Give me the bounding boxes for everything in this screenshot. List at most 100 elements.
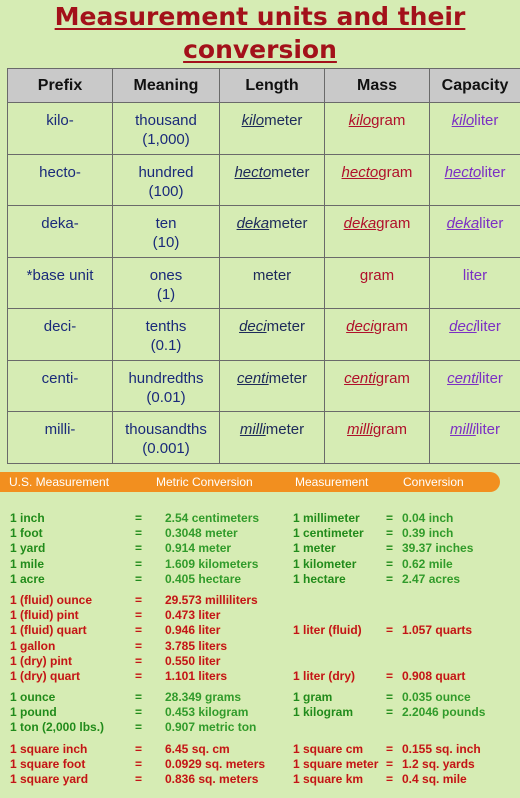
- table-row: deci-tenths (0.1) decimeter decigram decilit…: [7, 308, 520, 361]
- us-unit: 1 ounce: [10, 690, 56, 704]
- header-capacity: Capacity: [429, 68, 520, 103]
- cell-mass: dekagram: [324, 205, 430, 258]
- cell-prefix: *base unit: [7, 256, 113, 310]
- cell-meaning: hundredths (0.01): [112, 359, 220, 413]
- unit-base: gram: [373, 318, 408, 336]
- header-measurement: Measurement: [295, 475, 369, 489]
- header-meaning: Meaning: [112, 68, 220, 103]
- us-unit: 1 (fluid) pint: [10, 608, 79, 623]
- us-unit: 1 mile: [10, 556, 45, 571]
- equals-sign: =: [386, 511, 394, 525]
- equals-sign: =: [386, 623, 394, 638]
- equals-sign: =: [386, 742, 394, 756]
- us-value: 2.47 acres: [402, 571, 461, 586]
- unit-prefix: kilo: [451, 112, 475, 129]
- equals-sign: =: [135, 653, 143, 668]
- cell-capacity: milliliter: [429, 411, 520, 464]
- cell-prefix: milli-: [7, 411, 113, 464]
- meaning-number: (0.1): [150, 337, 182, 355]
- prefix-text: deci-: [43, 318, 77, 336]
- equals-sign: =: [135, 705, 143, 720]
- conversion-row: 1 (fluid) pint = 0.473 liter: [0, 608, 520, 623]
- header-conversion: Conversion: [403, 475, 464, 489]
- metric-value: 0.836 sq. meters: [165, 772, 259, 787]
- equals-sign: =: [135, 757, 143, 772]
- cell-mass: hectogram: [324, 153, 430, 207]
- us-unit: 1 inch: [10, 511, 45, 525]
- prefix-text: milli-: [44, 421, 76, 439]
- metric-value: 0.3048 meter: [165, 526, 238, 541]
- metric-unit: 1 hectare: [293, 571, 346, 586]
- us-unit: 1 square inch: [10, 742, 88, 756]
- unit-base: liter: [474, 112, 499, 129]
- cell-length: hectometer: [219, 153, 325, 207]
- unit-base: liter: [478, 369, 503, 387]
- equals-sign: =: [135, 541, 143, 556]
- header-mass: Mass: [324, 68, 430, 103]
- metric-value: 29.573 milliliters: [165, 593, 258, 607]
- us-value: 39.37 inches: [402, 541, 474, 556]
- unit-base: liter: [481, 163, 506, 181]
- unit-prefix: hecto: [234, 163, 272, 181]
- metric-unit: 1 square cm: [293, 742, 364, 756]
- unit-base: gram: [376, 215, 411, 233]
- us-unit: 1 acre: [10, 571, 45, 586]
- unit-prefix: deci: [239, 318, 267, 336]
- us-unit: 1 pound: [10, 705, 57, 720]
- metric-value: 0.914 meter: [165, 541, 232, 556]
- table-row: deka-ten (10) dekameter dekagram dekaliter: [7, 205, 520, 258]
- us-unit: 1 ton (2,000 lbs.): [10, 720, 105, 735]
- unit-prefix: deka: [446, 215, 480, 233]
- us-unit: 1 square yard: [10, 772, 89, 787]
- prefix-text: deka-: [41, 215, 79, 233]
- metric-value: 6.45 sq. cm: [165, 742, 230, 756]
- us-value: 1.057 quarts: [402, 623, 473, 638]
- cell-mass: kilogram: [324, 102, 430, 155]
- cell-meaning: tenths (0.1): [112, 308, 220, 361]
- us-unit: 1 (dry) pint: [10, 653, 72, 668]
- unit-prefix: centi: [447, 369, 479, 387]
- equals-sign: =: [386, 541, 394, 556]
- us-value: 0.908 quart: [402, 669, 466, 683]
- equals-sign: =: [386, 705, 394, 720]
- meaning-number: (0.01): [146, 388, 186, 406]
- equals-sign: =: [135, 608, 143, 623]
- unit-base: liter: [475, 421, 500, 439]
- cell-prefix: centi-: [7, 359, 113, 413]
- equals-sign: =: [386, 772, 394, 787]
- metric-value: 0.405 hectare: [165, 571, 242, 586]
- metric-unit: 1 liter (fluid): [293, 623, 362, 638]
- metric-unit: 1 centimeter: [293, 526, 364, 541]
- cell-length: millimeter: [219, 411, 325, 464]
- meaning-text: ten: [155, 215, 177, 233]
- header-metric-conversion: Metric Conversion: [156, 475, 253, 489]
- metric-value: 1.609 kilometers: [165, 556, 259, 571]
- meaning-number: (10): [152, 234, 180, 252]
- unit-base: gram: [371, 112, 406, 129]
- us-unit: 1 (fluid) ounce: [10, 593, 92, 607]
- equals-sign: =: [135, 772, 143, 787]
- meaning-text: hundredths: [128, 369, 204, 387]
- equals-sign: =: [135, 623, 143, 638]
- cell-length: centimeter: [219, 359, 325, 413]
- conversion-row: 1 (dry) quart = 1.101 liters 1 liter (dry) =…: [0, 669, 520, 684]
- us-unit: 1 yard: [10, 541, 46, 556]
- unit-prefix: centi: [344, 369, 376, 387]
- conversion-row: 1 gallon = 3.785 liters: [0, 639, 520, 654]
- cell-prefix: kilo-: [7, 102, 113, 155]
- header-us-measurement: U.S. Measurement: [9, 475, 110, 489]
- metric-unit: 1 square km: [293, 772, 364, 787]
- equals-sign: =: [135, 526, 143, 541]
- cell-meaning: thousandths (0.001): [112, 411, 220, 464]
- unit-prefix: kilo: [348, 112, 372, 129]
- unit-base: gram: [378, 163, 413, 181]
- unit-base: gram: [372, 421, 407, 439]
- conversion-row: 1 ounce = 28.349 grams 1 gram = 0.035 ounce: [0, 690, 520, 705]
- equals-sign: =: [386, 571, 394, 586]
- prefix-text: hecto-: [39, 163, 81, 181]
- us-value: 0.4 sq. mile: [402, 772, 467, 787]
- metric-value: 0.907 metric ton: [165, 720, 257, 735]
- conversion-row: 1 (dry) pint = 0.550 liter: [0, 654, 520, 669]
- unit-base: meter: [266, 318, 305, 336]
- cell-mass: centigram: [324, 359, 430, 413]
